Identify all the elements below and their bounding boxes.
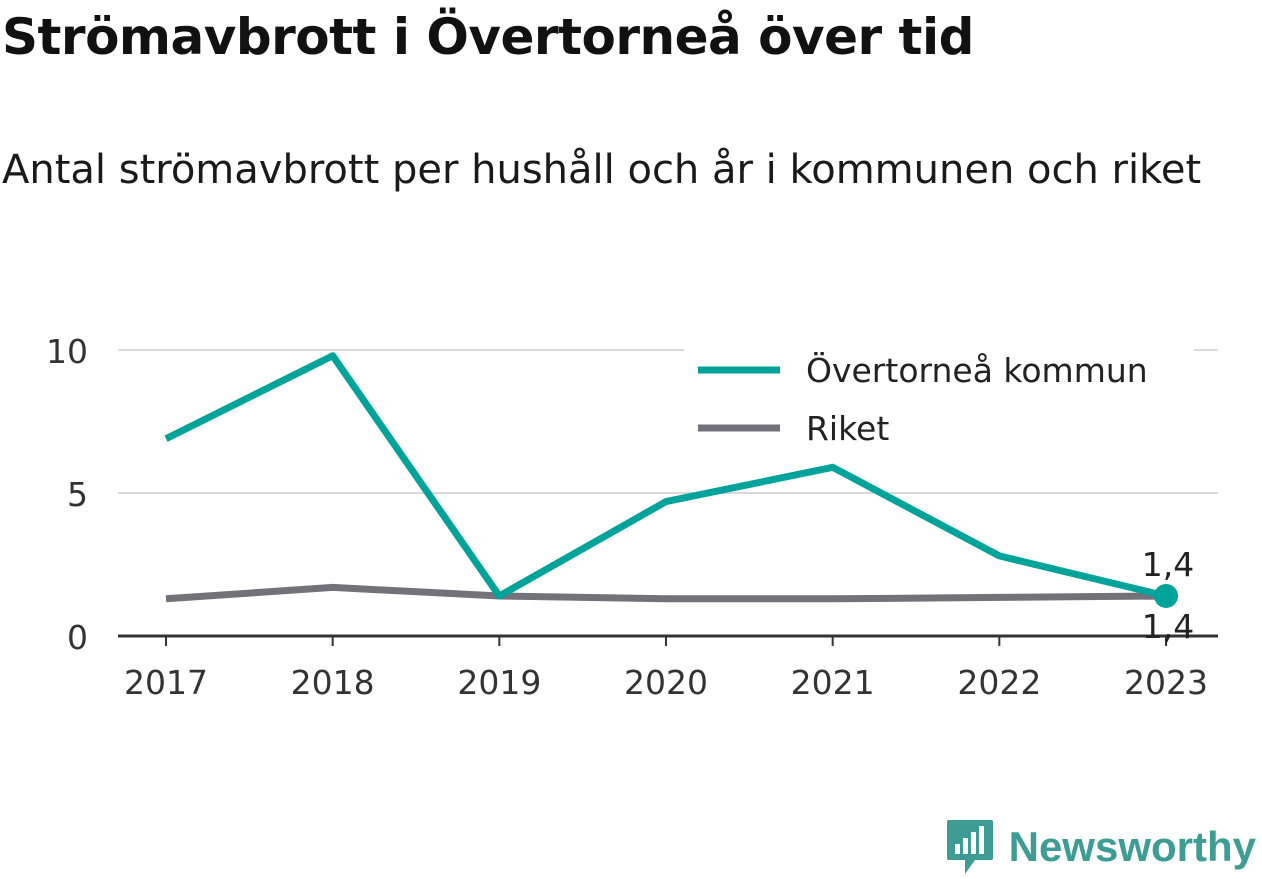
data-label-kommun: 1,4 xyxy=(1142,545,1194,584)
brand-name: Newsworthy xyxy=(1008,823,1256,870)
legend-label: Riket xyxy=(806,409,889,448)
bar-chart-speech-bubble-icon xyxy=(946,820,993,874)
x-tick-label: 2019 xyxy=(457,663,541,702)
end-labels: 1,4 1,4 xyxy=(1142,545,1194,646)
y-axis: 0 5 10 xyxy=(46,332,88,657)
y-tick-label: 5 xyxy=(67,475,88,514)
x-axis: 2017 2018 2019 2020 2021 2022 2023 xyxy=(118,634,1218,702)
series-line-Övertorneå kommun xyxy=(164,352,1167,600)
x-tick-label: 2017 xyxy=(124,663,208,702)
data-label-riket: 1,4 xyxy=(1142,607,1194,646)
y-tick-label: 0 xyxy=(67,618,88,657)
series-end-marker xyxy=(1154,583,1178,608)
x-tick-label: 2018 xyxy=(291,663,375,702)
legend-background xyxy=(684,346,1194,458)
series-lines xyxy=(164,352,1178,608)
chart-subtitle: Antal strömavbrott per hushåll och år i … xyxy=(2,147,1202,193)
x-tick-label: 2021 xyxy=(791,663,875,702)
series-line-Riket xyxy=(165,583,1167,603)
x-tick-label: 2022 xyxy=(957,663,1041,702)
x-tick-label: 2023 xyxy=(1124,663,1208,702)
legend-label: Övertorneå kommun xyxy=(806,350,1148,390)
newsworthy-brand: Newsworthy xyxy=(945,818,1256,876)
x-tick-label: 2020 xyxy=(624,663,708,702)
chart-title: Strömavbrott i Övertorneå över tid xyxy=(2,8,974,66)
legend: Övertorneå kommun Riket xyxy=(684,346,1194,458)
y-tick-label: 10 xyxy=(46,332,88,371)
